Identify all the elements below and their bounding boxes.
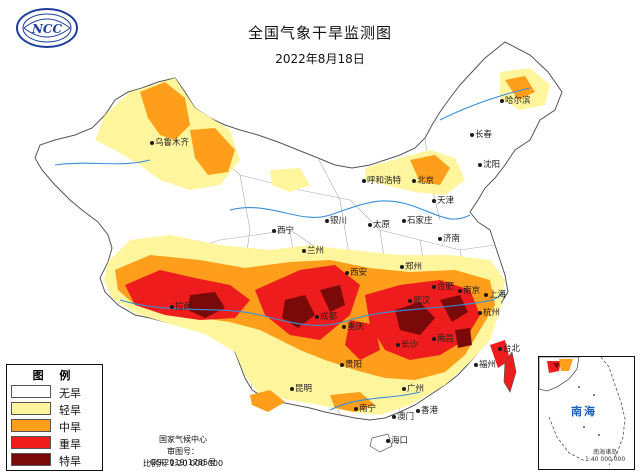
legend-swatch <box>11 419 51 432</box>
city-label: 长沙 <box>396 340 418 350</box>
legend-label: 轻旱 <box>59 404 81 417</box>
ncc-logo-icon: NCC <box>16 8 78 48</box>
city-label: 拉萨 <box>170 302 192 312</box>
city-label: 海口 <box>386 436 408 446</box>
city-label: 西安 <box>345 268 367 278</box>
inset-caption: 南海诸岛 1:40 000 000 <box>585 449 625 463</box>
legend-swatch <box>11 436 51 449</box>
taiwan-island <box>503 351 517 393</box>
map-scale: 比例尺 1:20 000 000 <box>142 459 224 468</box>
city-label: 呼和浩特 <box>362 176 401 186</box>
city-label: 长春 <box>470 130 492 140</box>
inset-map <box>539 357 626 466</box>
city-label: 乌鲁木齐 <box>150 138 189 148</box>
inset-sea-label: 南海 <box>571 405 597 418</box>
drought-extreme-areas <box>188 285 472 348</box>
city-label: 杭州 <box>478 308 500 318</box>
city-label: 武汉 <box>408 296 430 306</box>
city-label: 澳门 <box>392 412 414 422</box>
map-approval-number: 审图号：GS(2019)1785号 <box>149 447 217 467</box>
city-label: 郑州 <box>400 262 422 272</box>
legend-title: 图 例 <box>32 369 77 382</box>
city-label: 天津 <box>432 196 454 206</box>
legend-label: 重旱 <box>59 438 81 451</box>
city-label: 香港 <box>416 406 438 416</box>
city-label: 太原 <box>368 220 390 230</box>
city-label: 重庆 <box>342 322 364 332</box>
map-legend: 图 例 无旱 轻旱 中旱 重旱 特旱 <box>6 364 103 471</box>
city-label: 福州 <box>474 360 496 370</box>
legend-label: 无旱 <box>59 387 81 400</box>
city-label: 南宁 <box>354 404 376 414</box>
legend-swatch <box>11 385 51 398</box>
legend-item-light: 轻旱 <box>7 400 102 417</box>
city-label: 台北 <box>498 344 520 354</box>
map-title: 全国气象干旱监测图 <box>247 24 392 42</box>
legend-swatch <box>11 453 51 466</box>
city-label: 西宁 <box>272 226 294 236</box>
inset-caption-scale: 1:40 000 000 <box>585 456 626 463</box>
city-label: 沈阳 <box>478 160 500 170</box>
city-label: 广州 <box>402 384 424 394</box>
legend-label: 中旱 <box>59 421 81 434</box>
legend-item-severe: 重旱 <box>7 434 102 451</box>
legend-item-extreme: 特旱 <box>7 451 102 468</box>
city-label: 兰州 <box>302 246 324 256</box>
legend-item-moderate: 中旱 <box>7 417 102 434</box>
city-label: 石家庄 <box>402 216 433 226</box>
svg-text:NCC: NCC <box>31 22 63 36</box>
city-label: 北京 <box>412 176 434 186</box>
city-label: 济南 <box>438 234 460 244</box>
city-label: 南京 <box>458 286 480 296</box>
city-label: 成都 <box>315 312 337 322</box>
legend-label: 特旱 <box>59 455 81 468</box>
city-label: 上海 <box>484 290 506 300</box>
city-label: 合肥 <box>432 282 454 292</box>
city-label: 银川 <box>325 216 347 226</box>
legend-swatch <box>11 402 51 415</box>
south-china-sea-inset: 南海 南海诸岛 1:40 000 000 <box>538 356 635 470</box>
city-label: 南昌 <box>432 334 454 344</box>
city-label: 贵阳 <box>340 360 362 370</box>
legend-item-none: 无旱 <box>7 383 102 400</box>
city-label: 哈尔滨 <box>500 96 531 106</box>
agency-name: 国家气候中心 <box>159 435 207 444</box>
map-date: 2022年8月18日 <box>275 52 365 66</box>
inset-caption-title: 南海诸岛 <box>593 449 618 456</box>
rivers <box>54 87 531 411</box>
city-label: 昆明 <box>290 384 312 394</box>
